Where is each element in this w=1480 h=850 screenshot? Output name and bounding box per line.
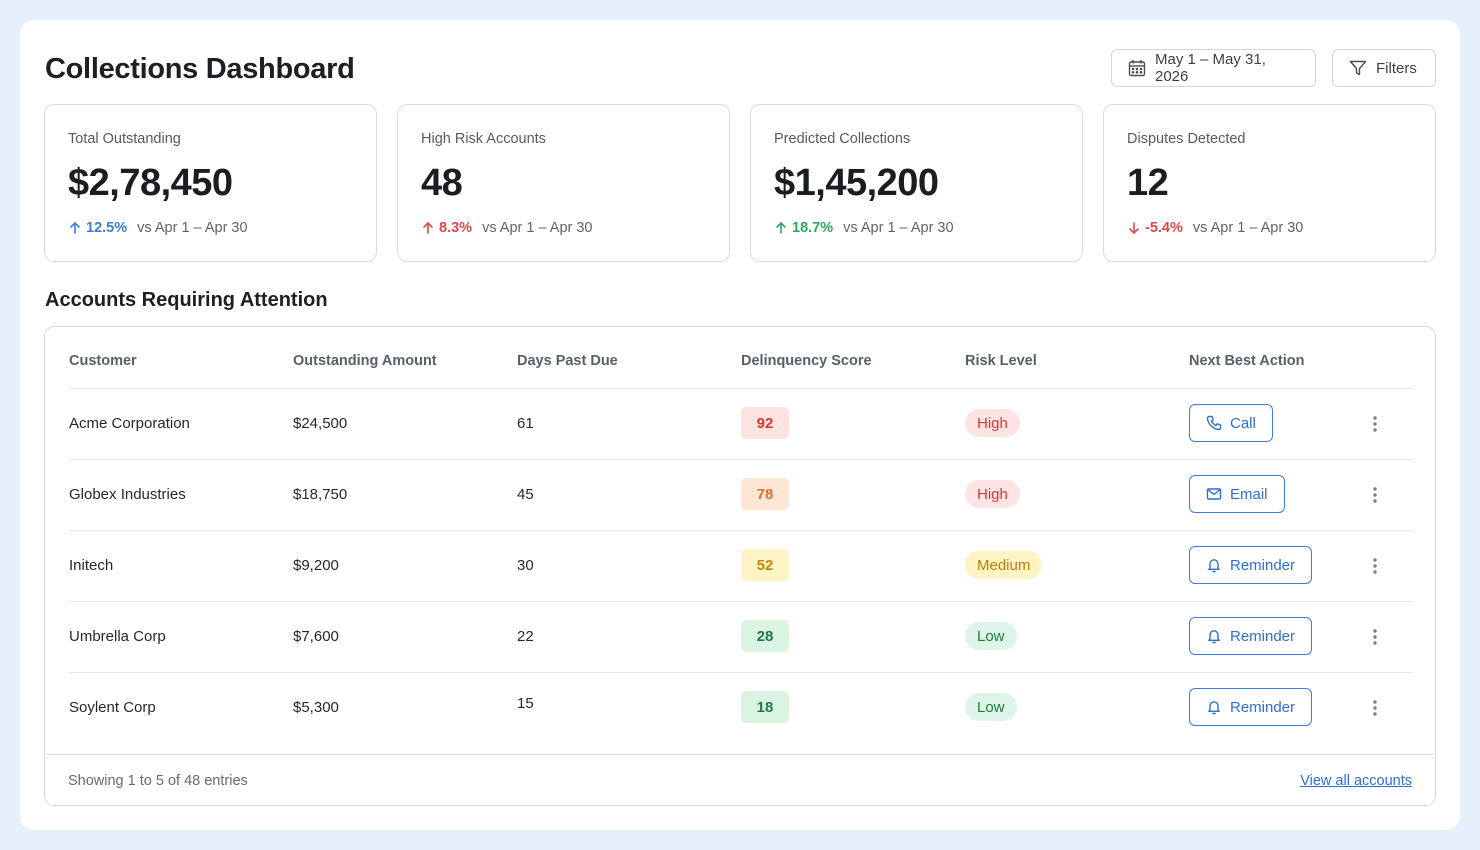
column-header-outstanding-amount: Outstanding Amount bbox=[293, 353, 437, 369]
table-footer: Showing 1 to 5 of 48 entries View all ac… bbox=[45, 754, 1435, 806]
outstanding-amount: $18,750 bbox=[293, 486, 348, 503]
delinquency-score-badge: 92 bbox=[741, 407, 789, 439]
more-options-icon[interactable] bbox=[1369, 627, 1381, 647]
arrow-up-icon bbox=[776, 221, 786, 234]
filter-icon bbox=[1349, 60, 1367, 76]
table-row: Initech $9,200 30 52 Medium Reminder bbox=[69, 531, 1413, 602]
column-header-delinquency-score: Delinquency Score bbox=[741, 353, 872, 369]
risk-level-badge: High bbox=[965, 409, 1020, 437]
mail-icon bbox=[1206, 486, 1222, 502]
customer-name: Umbrella Corp bbox=[69, 628, 166, 645]
kpi-card-predicted-collections: Predicted Collections $1,45,200 18.7% vs… bbox=[750, 104, 1083, 262]
kpi-card-disputes-detected: Disputes Detected 12 -5.4% vs Apr 1 – Ap… bbox=[1103, 104, 1436, 262]
action-label: Reminder bbox=[1230, 627, 1296, 645]
kpi-delta-value: -5.4% bbox=[1145, 220, 1183, 236]
column-header-customer: Customer bbox=[69, 353, 137, 369]
phone-icon bbox=[1206, 415, 1222, 431]
kpi-card-total-outstanding: Total Outstanding $2,78,450 12.5% vs Apr… bbox=[44, 104, 377, 262]
table-row: Acme Corporation $24,500 61 92 High Call bbox=[69, 389, 1413, 460]
delinquency-score-badge: 52 bbox=[741, 549, 789, 581]
risk-level-badge: Low bbox=[965, 693, 1017, 721]
bell-icon bbox=[1206, 628, 1222, 644]
column-header-risk-level: Risk Level bbox=[965, 353, 1037, 369]
outstanding-amount: $7,600 bbox=[293, 628, 339, 645]
bell-icon bbox=[1206, 557, 1222, 573]
days-past-due: 61 bbox=[517, 415, 534, 432]
filters-button[interactable]: Filters bbox=[1332, 49, 1436, 87]
calendar-icon bbox=[1128, 60, 1146, 77]
days-past-due: 22 bbox=[517, 628, 534, 645]
pagination-info: Showing 1 to 5 of 48 entries bbox=[68, 773, 248, 789]
customer-name: Acme Corporation bbox=[69, 415, 190, 432]
table-row: Soylent Corp $5,300 15 18 Low Reminder bbox=[69, 673, 1413, 744]
table-row: Umbrella Corp $7,600 22 28 Low Reminder bbox=[69, 602, 1413, 673]
table-header: Customer Outstanding Amount Days Past Du… bbox=[69, 353, 1413, 389]
action-button-reminder[interactable]: Reminder bbox=[1189, 688, 1313, 726]
kpi-label: Predicted Collections bbox=[774, 131, 911, 147]
days-past-due: 30 bbox=[517, 557, 534, 574]
view-all-accounts-link[interactable]: View all accounts bbox=[1300, 773, 1412, 789]
kpi-delta: 18.7% vs Apr 1 – Apr 30 bbox=[774, 220, 954, 236]
customer-name: Soylent Corp bbox=[69, 699, 156, 716]
days-past-due: 15 bbox=[517, 695, 534, 712]
more-options-icon[interactable] bbox=[1369, 485, 1381, 505]
arrow-down-icon bbox=[1129, 222, 1139, 235]
column-header-next-best-action: Next Best Action bbox=[1189, 353, 1305, 369]
customer-name: Globex Industries bbox=[69, 486, 186, 503]
outstanding-amount: $9,200 bbox=[293, 557, 339, 574]
page-title: Collections Dashboard bbox=[45, 53, 355, 85]
dashboard-frame: Collections Dashboard May 1 – May 31, 20… bbox=[20, 20, 1460, 830]
more-options-icon[interactable] bbox=[1369, 414, 1381, 434]
customer-name: Initech bbox=[69, 557, 114, 574]
kpi-comparison: vs Apr 1 – Apr 30 bbox=[1192, 220, 1304, 236]
kpi-comparison: vs Apr 1 – Apr 30 bbox=[137, 220, 248, 236]
risk-level-badge: Low bbox=[965, 622, 1017, 650]
more-options-icon[interactable] bbox=[1369, 698, 1381, 718]
section-title: Accounts Requiring Attention bbox=[45, 289, 328, 311]
delinquency-score-badge: 18 bbox=[741, 691, 789, 723]
action-label: Call bbox=[1230, 414, 1256, 432]
risk-level-badge: Medium bbox=[965, 551, 1043, 579]
arrow-up-icon bbox=[70, 221, 80, 234]
date-range-button[interactable]: May 1 – May 31, 2026 bbox=[1111, 49, 1316, 87]
filters-label: Filters bbox=[1376, 59, 1417, 77]
kpi-delta: 12.5% vs Apr 1 – Apr 30 bbox=[68, 220, 248, 236]
more-options-icon[interactable] bbox=[1369, 556, 1381, 576]
arrow-up-icon bbox=[423, 221, 433, 234]
table-row: Globex Industries $18,750 45 78 High Email bbox=[69, 460, 1413, 531]
kpi-card-high-risk-accounts: High Risk Accounts 48 8.3% vs Apr 1 – Ap… bbox=[397, 104, 730, 262]
action-label: Reminder bbox=[1230, 556, 1296, 574]
bell-icon bbox=[1206, 699, 1222, 715]
action-button-email[interactable]: Email bbox=[1189, 475, 1285, 513]
kpi-delta: -5.4% vs Apr 1 – Apr 30 bbox=[1127, 220, 1303, 236]
kpi-value: 48 bbox=[421, 162, 463, 204]
kpi-value: $1,45,200 bbox=[774, 162, 939, 204]
accounts-table: Customer Outstanding Amount Days Past Du… bbox=[44, 326, 1436, 806]
risk-level-badge: High bbox=[965, 480, 1020, 508]
delinquency-score-badge: 78 bbox=[741, 478, 789, 510]
kpi-label: High Risk Accounts bbox=[421, 131, 546, 147]
kpi-comparison: vs Apr 1 – Apr 30 bbox=[482, 220, 593, 236]
kpi-label: Disputes Detected bbox=[1127, 131, 1246, 147]
action-label: Reminder bbox=[1230, 698, 1296, 716]
kpi-value: $2,78,450 bbox=[68, 162, 233, 204]
kpi-delta: 8.3% vs Apr 1 – Apr 30 bbox=[421, 220, 593, 236]
kpi-comparison: vs Apr 1 – Apr 30 bbox=[843, 220, 954, 236]
action-label: Email bbox=[1230, 485, 1268, 503]
action-button-call[interactable]: Call bbox=[1189, 404, 1273, 442]
kpi-delta-value: 8.3% bbox=[439, 220, 473, 236]
outstanding-amount: $5,300 bbox=[293, 699, 339, 716]
delinquency-score-badge: 28 bbox=[741, 620, 789, 652]
kpi-value: 12 bbox=[1127, 162, 1169, 204]
kpi-delta-value: 18.7% bbox=[792, 220, 834, 236]
action-button-reminder[interactable]: Reminder bbox=[1189, 546, 1313, 584]
kpi-delta-value: 12.5% bbox=[86, 220, 128, 236]
column-header-days-past-due: Days Past Due bbox=[517, 353, 618, 369]
date-range-label: May 1 – May 31, 2026 bbox=[1155, 51, 1266, 85]
kpi-label: Total Outstanding bbox=[68, 131, 181, 147]
outstanding-amount: $24,500 bbox=[293, 415, 348, 432]
action-button-reminder[interactable]: Reminder bbox=[1189, 617, 1313, 655]
days-past-due: 45 bbox=[517, 486, 534, 503]
